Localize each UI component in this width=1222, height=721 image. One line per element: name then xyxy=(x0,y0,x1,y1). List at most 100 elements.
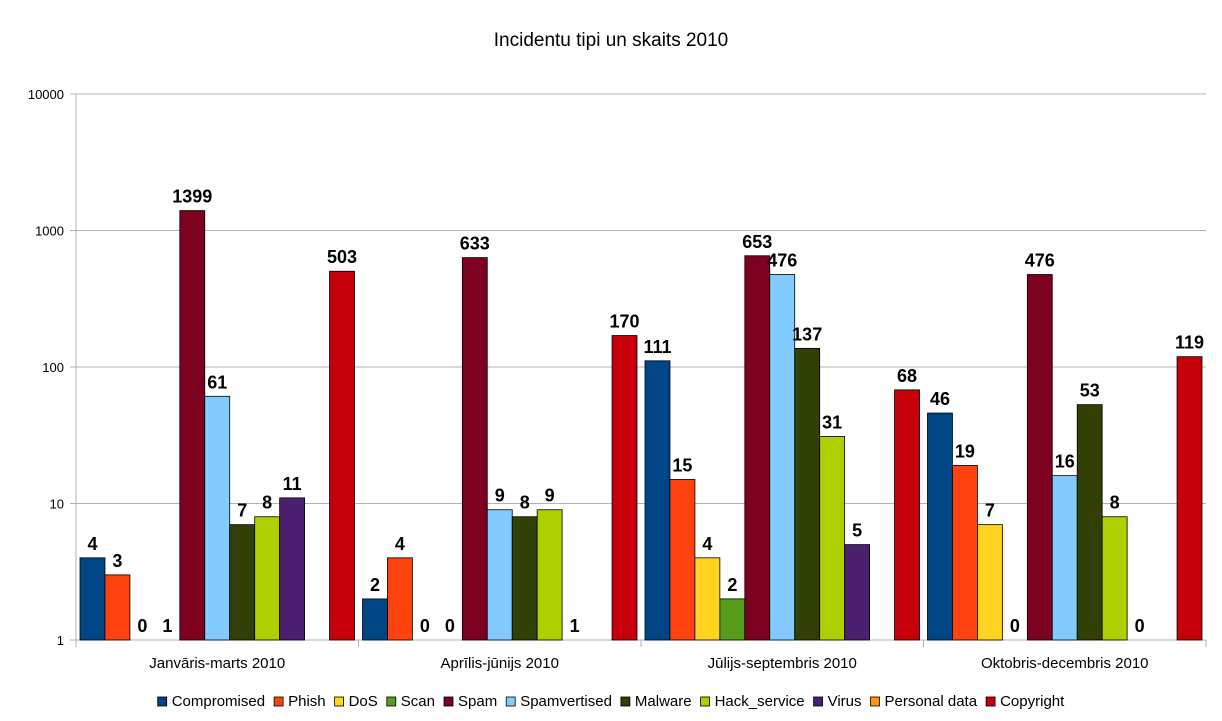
bar xyxy=(819,436,846,641)
data-label: 4 xyxy=(702,534,712,554)
data-label: 1399 xyxy=(172,187,212,207)
legend-item: Compromised xyxy=(157,693,265,710)
bar xyxy=(794,347,821,641)
legend-item: Copyright xyxy=(985,693,1065,710)
data-label: 8 xyxy=(1110,493,1120,513)
chart-title: Incidentu tipi un skaits 2010 xyxy=(494,30,729,51)
data-label: 1 xyxy=(570,616,580,636)
data-label: 633 xyxy=(460,234,490,254)
legend-label: Malware xyxy=(635,693,692,710)
data-label: 15 xyxy=(672,455,692,475)
bar xyxy=(536,509,563,641)
legend-item: Malware xyxy=(620,693,692,710)
data-label: 7 xyxy=(237,501,247,521)
data-label: 31 xyxy=(822,412,842,432)
legend-label: Hack_service xyxy=(715,693,805,710)
legend-label: Compromised xyxy=(172,693,265,710)
legend-label: Copyright xyxy=(1000,693,1065,710)
bar xyxy=(977,524,1003,641)
bar xyxy=(362,598,388,641)
bar xyxy=(179,210,206,641)
data-label: 9 xyxy=(495,486,505,506)
gridlines xyxy=(76,93,1206,504)
bar xyxy=(611,335,638,641)
bar xyxy=(952,465,978,641)
data-label: 61 xyxy=(207,372,227,392)
data-label: 4 xyxy=(395,534,405,554)
data-label: 1 xyxy=(162,616,172,636)
data-label: 2 xyxy=(370,575,380,595)
bar xyxy=(486,509,513,641)
bar xyxy=(511,516,538,641)
data-label: 0 xyxy=(420,616,430,636)
data-label: 3 xyxy=(112,551,122,571)
bar xyxy=(719,598,746,641)
legend-swatch xyxy=(620,696,631,707)
bar xyxy=(894,389,920,641)
legend-label: Spam xyxy=(458,693,497,710)
y-tick-label: 10 xyxy=(50,497,64,512)
bar xyxy=(694,557,721,641)
y-tick-label: 1000 xyxy=(35,224,64,239)
data-label: 16 xyxy=(1055,452,1075,472)
x-tick-label: Janvāris-marts 2010 xyxy=(149,655,285,672)
legend-item: Phish xyxy=(273,693,326,710)
data-label: 119 xyxy=(1175,333,1204,353)
data-label: 9 xyxy=(545,486,555,506)
data-label: 7 xyxy=(985,501,995,521)
legend-item: Scan xyxy=(386,693,435,710)
legend-swatch xyxy=(386,696,397,707)
legend-label: DoS xyxy=(349,693,378,710)
bar xyxy=(279,497,305,641)
data-label: 0 xyxy=(137,616,147,636)
data-label: 19 xyxy=(955,441,975,461)
legend-swatch xyxy=(157,696,168,707)
bar xyxy=(387,557,413,641)
x-tick-label: Aprīlis-jūnijs 2010 xyxy=(441,655,559,672)
bar xyxy=(844,544,870,641)
data-label: 503 xyxy=(327,247,357,267)
data-label: 4 xyxy=(87,534,97,554)
data-label: 0 xyxy=(1010,616,1020,636)
data-label: 46 xyxy=(930,389,950,409)
bar xyxy=(229,524,256,641)
bar xyxy=(1076,404,1103,641)
legend-item: Hack_service xyxy=(700,693,805,710)
y-tick-label: 10000 xyxy=(28,87,64,102)
legend-swatch xyxy=(334,696,345,707)
legend-label: Spamvertised xyxy=(520,693,612,710)
legend-label: Personal data xyxy=(885,693,978,710)
bar xyxy=(329,270,355,641)
legend-label: Scan xyxy=(401,693,435,710)
data-label: 111 xyxy=(643,337,671,357)
bars xyxy=(79,210,1203,641)
legend-swatch xyxy=(870,696,880,707)
data-label: 68 xyxy=(897,366,917,386)
legend-item: Spamvertised xyxy=(505,693,612,710)
legend-swatch xyxy=(700,696,710,707)
legend-item: Virus xyxy=(813,693,862,710)
bar xyxy=(1176,356,1203,641)
data-label: 11 xyxy=(283,474,302,494)
legend-item: DoS xyxy=(334,693,378,710)
bar xyxy=(254,516,281,641)
legend-swatch xyxy=(505,696,516,707)
data-label: 653 xyxy=(742,232,772,252)
bar xyxy=(79,557,106,641)
bar xyxy=(744,255,771,641)
data-label: 8 xyxy=(262,493,272,513)
data-label: 137 xyxy=(792,324,822,344)
y-tick-label: 100 xyxy=(42,360,64,375)
y-tick-label: 1 xyxy=(57,633,64,648)
legend: Compromised Phish DoS Scan Spam Spamvertised M… xyxy=(157,693,1065,710)
bar xyxy=(769,274,796,641)
legend-label: Phish xyxy=(288,693,326,710)
data-label: 476 xyxy=(767,251,797,271)
bar xyxy=(669,479,696,641)
legend-label: Virus xyxy=(828,693,862,710)
bar xyxy=(644,360,671,641)
data-label: 5 xyxy=(852,521,862,541)
legend-swatch xyxy=(443,696,454,707)
